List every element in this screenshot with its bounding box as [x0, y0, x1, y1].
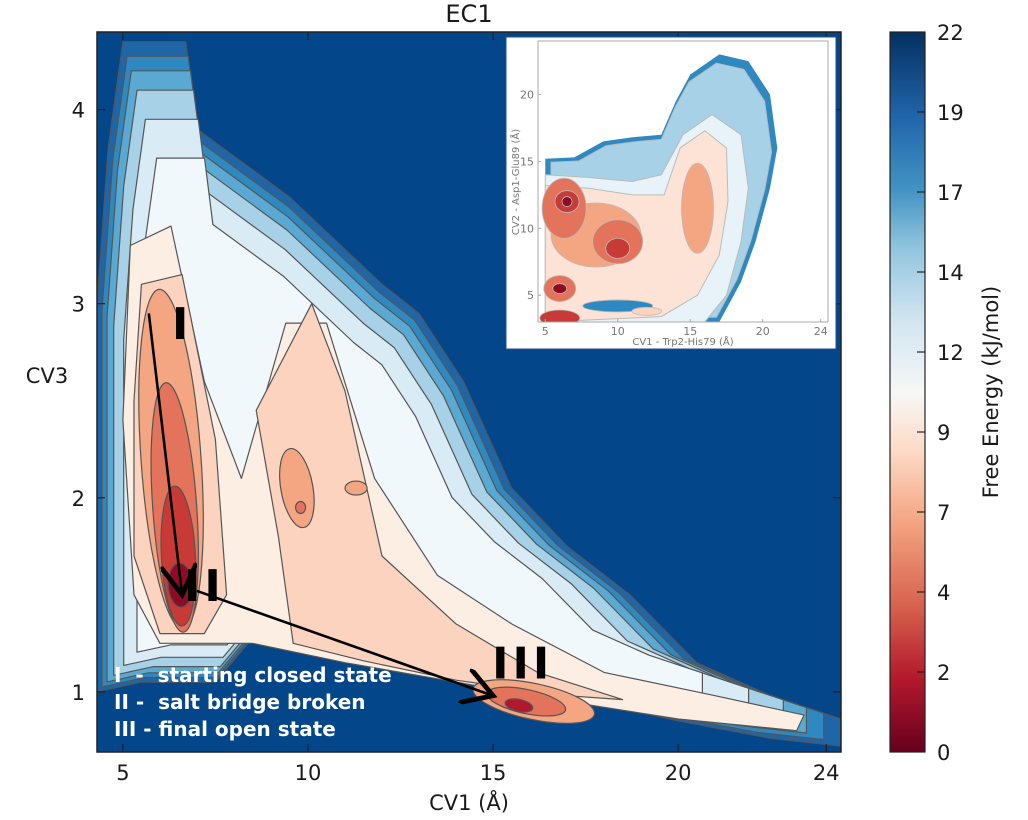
x-tick-label: 15 — [480, 761, 507, 785]
x-tick-label: 5 — [116, 761, 129, 785]
inset-x-tick-label: 10 — [611, 325, 625, 338]
legend: I - starting closed state II - salt brid… — [114, 663, 392, 741]
inset-x-axis-label: CV1 - Trp2-His79 (Å) — [632, 335, 733, 348]
colorbar-tick-label: 2 — [937, 661, 950, 685]
state-label: I — [172, 299, 192, 350]
colorbar-tick-label: 9 — [937, 421, 950, 445]
inset-energy-basin — [681, 162, 714, 254]
inset-contour-layers — [539, 54, 778, 322]
x-tick-label: 10 — [295, 761, 322, 785]
transition-arrows — [147, 313, 493, 696]
y-axis-label: CV3 — [26, 364, 68, 388]
inset-y-tick-label: 20 — [520, 89, 534, 102]
y-tick-label: 3 — [72, 293, 85, 317]
plot-frame — [96, 31, 842, 753]
inset-y-axis: 5 10 15 20 — [520, 89, 541, 302]
inset-energy-basin — [605, 238, 631, 259]
colorbar-tick-label: 7 — [937, 501, 950, 525]
legend-entry: III - final open state — [114, 717, 336, 741]
inset-x-tick-label: 20 — [756, 325, 770, 338]
colorbar-tick-label: 12 — [937, 341, 964, 365]
colorbar-tick-label: 4 — [937, 581, 950, 605]
inset-energy-basin — [631, 306, 663, 316]
inset-y-tick-label: 10 — [520, 222, 534, 235]
y-tick-label: 2 — [72, 487, 85, 511]
state-label: III — [492, 639, 553, 690]
inset-x-axis: 5 10 15 20 24 — [542, 319, 828, 338]
inset-x-tick-label: 15 — [683, 325, 697, 338]
legend-entry: I - starting closed state — [114, 663, 392, 687]
inset-energy-basin — [561, 196, 573, 207]
y-tick-label: 1 — [72, 681, 85, 705]
inset-x-tick-label: 5 — [542, 325, 549, 338]
energy-basin — [344, 480, 368, 496]
inset-energy-basin — [552, 283, 568, 294]
x-axis-label: CV1 (Å) — [429, 789, 509, 815]
inset-y-tick-label: 5 — [527, 289, 534, 302]
colorbar-tick-label: 0 — [937, 741, 950, 765]
inset-y-axis-label: CV2 - Asp1-Glu89 (Å) — [509, 129, 522, 235]
inset-y-tick-label: 15 — [520, 155, 534, 168]
colorbar: 22 19 17 14 12 9 7 4 2 0 Free Energy (kJ/mol) — [889, 21, 1003, 765]
colorbar-label: Free Energy (kJ/mol) — [979, 286, 1003, 498]
inset-energy-basin — [539, 309, 581, 322]
inset-frame — [537, 40, 829, 323]
chart-title: EC1 — [445, 0, 492, 28]
y-tick-label: 4 — [72, 99, 85, 123]
x-tick-label: 24 — [813, 761, 840, 785]
y-axis: 1 2 3 4 — [72, 99, 841, 705]
energy-basin — [504, 698, 534, 713]
inset-x-tick-label: 24 — [814, 325, 828, 338]
legend-entry: II - salt bridge broken — [114, 690, 366, 714]
inset-chart: 5 10 15 20 24 5 10 15 20 CV1 - Trp2-His79 (Å) C… — [505, 36, 837, 350]
contour-layers — [97, 41, 841, 747]
energy-basin — [294, 500, 307, 515]
contour-level — [255, 303, 624, 701]
x-axis: 5 10 15 20 24 — [116, 32, 840, 785]
colorbar-tick-label: 17 — [937, 181, 964, 205]
colorbar-gradient — [889, 31, 926, 753]
state-label: II — [184, 561, 225, 612]
colorbar-tick-label: 22 — [937, 21, 964, 45]
x-tick-label: 20 — [665, 761, 692, 785]
colorbar-tick-label: 19 — [937, 101, 964, 125]
colorbar-tick-label: 14 — [937, 261, 964, 285]
transition-arrow — [196, 589, 493, 696]
colorbar-ticks: 22 19 17 14 12 9 7 4 2 0 — [917, 21, 964, 765]
transition-arrow — [147, 313, 182, 594]
